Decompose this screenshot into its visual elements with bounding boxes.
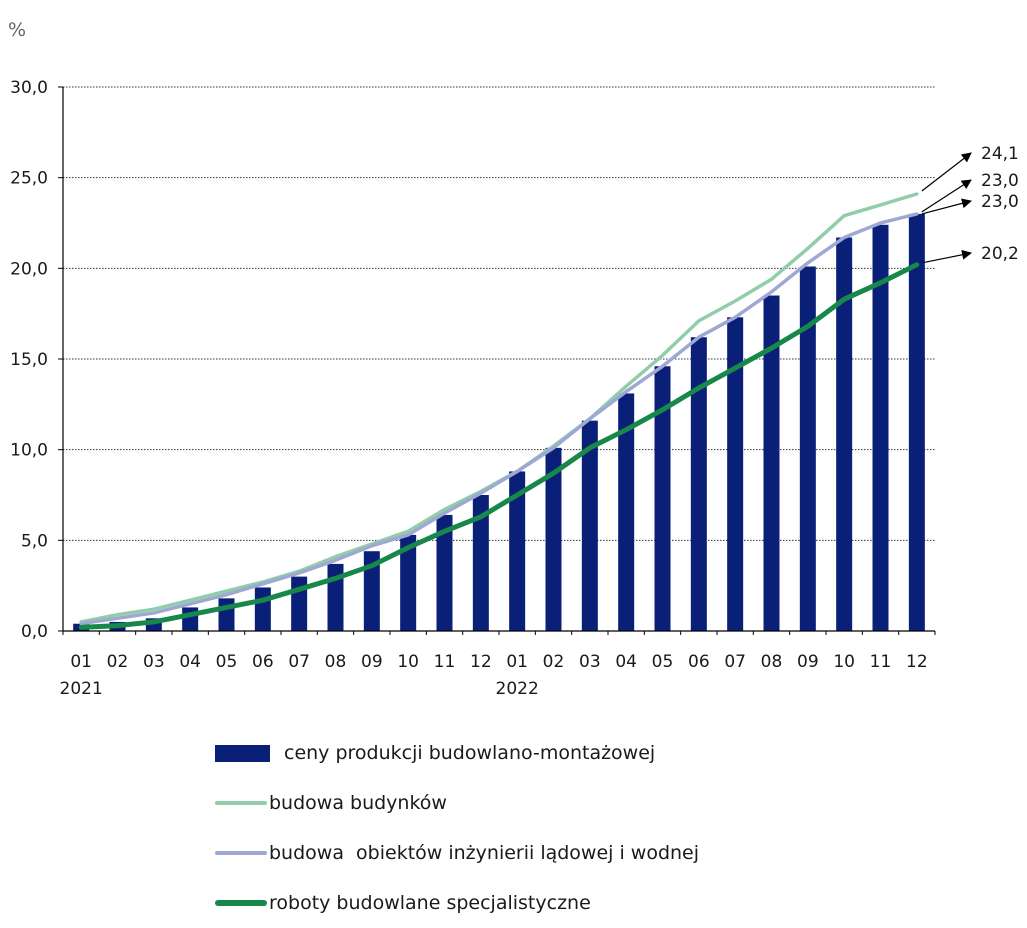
x-tick-label: 11 [434,652,456,672]
bar [799,266,816,631]
y-tick-label: 15,0 [10,350,48,370]
y-tick-label: 0,0 [21,622,48,642]
series-line [78,262,920,630]
legend-swatch-line [215,851,267,855]
callout-label: 23,0 [981,171,1019,191]
legend-swatch-bar [215,744,270,762]
callout-arrow [922,249,972,264]
bar [581,420,598,631]
legend-item-specialised-works: roboty budowlane specjalistyczne [215,878,699,928]
x-tick-label: 03 [579,652,601,672]
bar [727,317,744,631]
x-tick-label: 12 [470,652,492,672]
y-tick-label: 30,0 [10,78,48,98]
x-tick-label: 08 [325,652,347,672]
line-series [78,192,920,630]
legend-swatch-line [215,900,267,906]
legend-label: ceny produkcji budowlano-montażowej [284,742,656,764]
bar [872,224,889,631]
grid-lines [63,86,935,541]
x-tick-label: 10 [833,652,855,672]
x-tick-label: 09 [361,652,383,672]
x-year-label: 2021 [60,679,103,699]
legend-item-production-prices: ceny produkcji budowlano-montażowej [215,728,699,778]
x-tick-label: 06 [688,652,710,672]
x-tick-label: 11 [870,652,892,672]
bar [218,598,235,631]
bar [690,337,707,631]
x-tick-label: 07 [288,652,310,672]
end-value-callouts: 24,1 23,023,0 20,2 [921,144,1019,264]
y-tick-label: 20,0 [10,259,48,279]
bar [908,213,925,631]
legend-label: budowa obiektów inżynierii lądowej i wod… [269,842,700,864]
y-tick-label: 5,0 [21,531,48,551]
bar [291,576,308,631]
callout-label: 23,0 [981,192,1019,212]
x-tick-label: 06 [252,652,274,672]
legend-item-buildings: budowa budynków [215,778,699,828]
bar [254,587,271,631]
x-tick-label: 09 [797,652,819,672]
chart: % 0,0 5,0 10,0 15,0 20,0 25,0 30,0 01 02 03 04 05 06… [8,19,1019,699]
x-tick-label: 01 [506,652,528,672]
x-tick-label: 04 [179,652,201,672]
bar [545,447,562,631]
callout-arrow [921,152,972,192]
bar [400,534,417,631]
x-year-label: 2022 [496,679,539,699]
x-tick-label: 04 [615,652,637,672]
bar [436,514,453,631]
y-unit-label: % [8,19,26,41]
y-tick-label: 10,0 [10,441,48,461]
bar [836,237,853,632]
callout-label: 24,1 [981,144,1019,164]
tick-labels: 0,0 5,0 10,0 15,0 20,0 25,0 30,0 01 02 03 04 05 06 07… [10,78,928,699]
x-tick-label: 07 [724,652,746,672]
series-line [79,192,919,624]
axes [58,86,936,635]
x-tick-label: 10 [397,652,419,672]
y-tick-label: 25,0 [10,169,48,189]
x-tick-label: 02 [107,652,129,672]
bar [618,393,635,631]
callout-label: 20,2 [981,244,1019,264]
legend-swatch-line [215,801,267,805]
bar [363,551,380,631]
legend-item-civil-engineering: budowa obiektów inżynierii lądowej i wod… [215,828,699,878]
bar [472,495,489,631]
bar [654,366,671,631]
x-tick-label: 05 [216,652,238,672]
x-tick-label: 01 [70,652,92,672]
series-line [79,212,919,626]
callout-arrow [921,179,972,213]
legend-label: roboty budowlane specjalistyczne [269,892,591,914]
bar [182,607,199,631]
callout-arrow [921,198,972,215]
legend-label: budowa budynków [269,792,447,814]
x-tick-label: 03 [143,652,165,672]
x-tick-label: 12 [906,652,928,672]
bar [509,471,526,631]
bar-series [73,213,925,632]
x-tick-label: 08 [761,652,783,672]
x-tick-label: 02 [543,652,565,672]
x-tick-label: 05 [652,652,674,672]
legend: ceny produkcji budowlano-montażowej budo… [215,728,699,928]
bar [763,295,780,631]
